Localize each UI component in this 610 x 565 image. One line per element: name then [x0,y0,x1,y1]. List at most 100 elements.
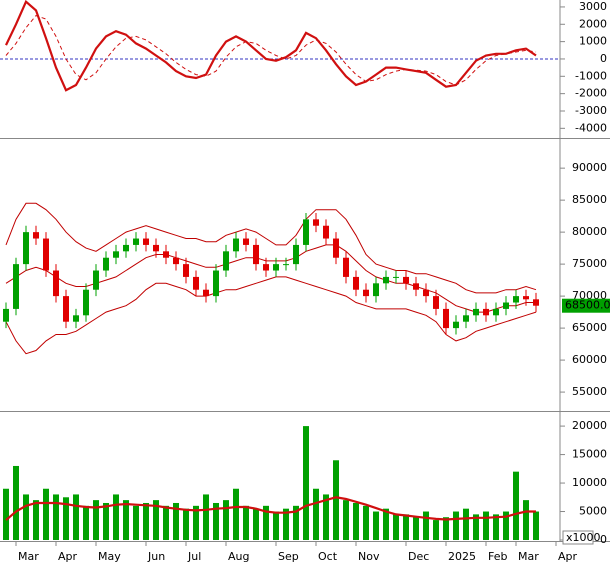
last-price-box [562,298,610,313]
unit-box [562,530,594,545]
candle-body [423,289,429,297]
candle-body [513,296,519,303]
candle-body [243,238,249,245]
bollinger-band [5,202,537,294]
y-tick-label: 0 [600,533,607,546]
candle-body [153,244,159,252]
volume-bar [453,511,459,540]
volume-bar [303,426,309,540]
x-tick-label: Mar [18,550,39,563]
candle-body [223,251,229,271]
candle-body [283,264,289,266]
candle-body [203,289,209,297]
volume-bar [233,488,239,540]
volume-bar [73,494,79,540]
y-tick-label: -2000 [575,87,607,100]
candle-body [373,283,379,297]
volume-bar [93,500,99,540]
candle-body [123,244,129,252]
candle-body [523,296,529,300]
volume-bar [343,500,349,540]
volume-bar [153,500,159,540]
candle-body [343,257,349,277]
volume-bar [63,497,69,540]
volume-bar [293,505,299,540]
x-tick-label: Nov [358,550,380,563]
volume-ma [5,496,536,521]
volume-bar [123,500,129,540]
volume-bar [443,517,449,540]
volume-bar [283,508,289,540]
candle-body [143,238,149,245]
volume-bar [413,517,419,540]
volume-bar [113,494,119,540]
x-tick-label: Sep [278,550,299,563]
candle-body [263,264,269,271]
x-tick-label: Aug [228,550,249,563]
y-tick-label: 0 [600,52,607,65]
candle-body [353,276,359,290]
candle-body [493,308,499,316]
volume-bar [533,511,539,540]
candle-body [293,244,299,265]
x-tick-label: Jun [147,550,165,563]
volume-bar [313,488,319,540]
volume-bar [193,505,199,540]
volume-bar [3,488,9,540]
volume-bar [253,508,259,540]
volume-bar [163,505,169,540]
y-tick-label: 2000 [579,17,607,30]
candle-body [53,270,59,297]
candle-body [43,238,49,271]
x-tick-label: May [98,550,121,563]
unit-label: x1000 [566,531,601,544]
volume-bar [463,508,469,540]
candle-body [503,302,509,309]
y-tick-label: 85000 [572,193,607,206]
volume-bar [423,511,429,540]
volume-bar [513,471,519,540]
candle-body [453,321,459,329]
x-tick-label: Oct [318,550,338,563]
bollinger-band [5,276,537,355]
volume-bar [183,508,189,540]
y-tick-label: 15000 [572,448,607,461]
y-tick-label: 10000 [572,476,607,489]
volume-bar [473,514,479,540]
candle-body [173,257,179,265]
candle-body [473,308,479,316]
volume-bar [323,494,329,540]
candle-body [83,289,89,316]
candle-body [133,238,139,245]
y-tick-label: 65000 [572,321,607,334]
y-tick-label: 60000 [572,353,607,366]
volume-bar [353,502,359,540]
candle-body [23,232,29,265]
y-tick-label: 5000 [579,505,607,518]
volume-bar [263,505,269,540]
candle-body [483,308,489,316]
candle-body [183,264,189,277]
candle-body [3,308,9,322]
y-tick-label: -4000 [575,121,607,134]
candle-body [403,276,409,284]
candle-body [383,276,389,284]
y-tick-label: -3000 [575,104,607,117]
candle-body [233,238,239,252]
y-tick-label: 75000 [572,257,607,270]
x-tick-label: Jul [187,550,201,563]
volume-bar [223,500,229,540]
volume-bar [53,494,59,540]
candle-body [313,219,319,226]
candle-body [363,289,369,297]
candle-body [533,299,539,306]
candle-body [253,244,259,265]
candle-body [433,296,439,309]
volume-bar [203,494,209,540]
y-tick-label: 1000 [579,35,607,48]
candle-body [73,315,79,322]
volume-bar [13,465,19,540]
volume-bar [273,511,279,540]
